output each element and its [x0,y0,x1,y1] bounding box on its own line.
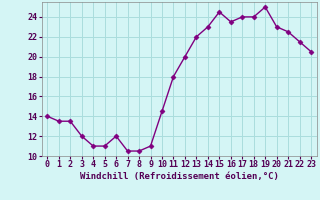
X-axis label: Windchill (Refroidissement éolien,°C): Windchill (Refroidissement éolien,°C) [80,172,279,181]
